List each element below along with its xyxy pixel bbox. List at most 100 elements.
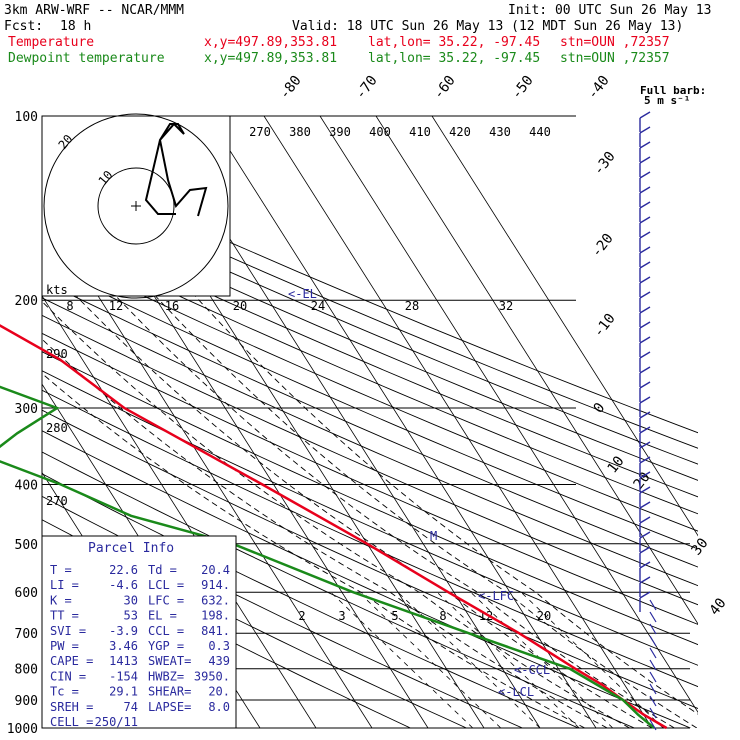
- parcel-value: 1413: [109, 654, 138, 668]
- temp-legend-latlon: lat,lon= 35.22, -97.45: [368, 35, 540, 50]
- hodo-ring-10: [97, 167, 175, 245]
- barb-flag: [639, 546, 651, 554]
- parcel-key: Td =: [148, 563, 177, 577]
- dew-legend-name: Dewpoint temperature: [8, 51, 165, 66]
- barb-flag: [639, 141, 651, 149]
- fcst-label: Fcst:: [4, 19, 43, 34]
- parcel-value: 74: [124, 700, 138, 714]
- marker-m: M: [430, 529, 437, 543]
- barb-flag: [639, 426, 651, 434]
- level-markers: <-EL <-LFC <-CCL <-LCL M: [288, 287, 550, 699]
- thetae-label: 20: [233, 299, 247, 313]
- parcel-key: YGP =: [148, 639, 184, 653]
- parcel-value: 914.: [201, 578, 230, 592]
- dry-adiabat: [42, 200, 698, 481]
- marker-label: <-EL: [288, 287, 317, 301]
- parcel-value: 198.: [201, 609, 230, 623]
- isotherm-label: 10: [605, 453, 628, 476]
- barb-flag: [639, 471, 651, 479]
- isotherm: [263, 116, 653, 728]
- barb-flag: [639, 171, 651, 179]
- barb-staff: [649, 599, 657, 611]
- mixing-ratio-line: [397, 591, 541, 728]
- parcel-key: T =: [50, 563, 72, 577]
- pressure-label: 400: [15, 478, 38, 493]
- marker-label: <-LCL: [498, 685, 534, 699]
- parcel-key: LAPSE=: [148, 700, 191, 714]
- theta-label: 270: [249, 125, 271, 139]
- barb-flag: [639, 201, 651, 209]
- barb-flag: [639, 531, 651, 539]
- temp-legend-name: Temperature: [8, 35, 94, 50]
- marker-label: <-CCL: [514, 663, 550, 677]
- temp-legend-xy: x,y=497.89,353.81: [204, 35, 337, 50]
- parcel-value: 22.6: [109, 563, 138, 577]
- dew-legend-latlon: lat,lon= 35.22, -97.45: [368, 51, 540, 66]
- parcel-key: LFC =: [148, 593, 184, 607]
- mixing-ratio-label: 20: [537, 609, 551, 623]
- mixing-ratio-line: [330, 591, 474, 728]
- dry-adiabat: [42, 231, 698, 515]
- barb-flag: [639, 366, 651, 374]
- hodo-trace: [144, 122, 208, 217]
- theta-label: 430: [489, 125, 511, 139]
- parcel-value: 8.0: [208, 700, 230, 714]
- barb-flag: [639, 561, 651, 569]
- isotherm-label: 0: [591, 400, 609, 416]
- barb-flag: [639, 501, 651, 509]
- parcel-key: LI =: [50, 578, 79, 592]
- dry-adiabat: [42, 409, 698, 710]
- parcel-value: -154: [109, 669, 138, 683]
- barb-flag: [639, 456, 651, 464]
- sounding-series: [0, 324, 668, 730]
- parcel-value: 3950.: [194, 669, 230, 683]
- mixing-ratio-line: [358, 591, 502, 728]
- isotherm-label: -70: [353, 73, 381, 103]
- theta-label: 380: [289, 125, 311, 139]
- isotherm-label: -10: [591, 311, 619, 341]
- parcel-value: 30: [124, 593, 138, 607]
- dewpoint-line: [0, 385, 655, 729]
- model-title: 3km ARW-WRF -- NCAR/MMM: [4, 3, 184, 18]
- barb-staff: [649, 611, 657, 623]
- dry-adiabat: [42, 215, 698, 498]
- mixing-ratio-label: 2: [298, 609, 305, 623]
- theta-label: 410: [409, 125, 431, 139]
- parcel-key: TT =: [50, 609, 79, 623]
- barb-staff: [649, 671, 657, 683]
- mixing-ratio-line: [520, 591, 664, 728]
- thetae-label: 8: [66, 299, 73, 313]
- barb-staff: [649, 635, 657, 647]
- parcel-value: 20.: [208, 685, 230, 699]
- init-time: Init: 00 UTC Sun 26 May 13: [508, 3, 712, 18]
- parcel-value: -3.9: [109, 624, 138, 638]
- theta-label: 390: [329, 125, 351, 139]
- isotherm-label: 30: [689, 535, 712, 558]
- mixing-ratio-label: 5: [391, 609, 398, 623]
- valid-time: Valid: 18 UTC Sun 26 May 13 (12 MDT Sun …: [292, 19, 683, 34]
- barb-flag: [639, 321, 651, 329]
- thetae-label: 28: [405, 299, 419, 313]
- parcel-key: PW =: [50, 639, 79, 653]
- barb-flag: [639, 576, 651, 584]
- parcel-title: Parcel Info: [88, 541, 174, 556]
- parcel-key: CAPE =: [50, 654, 93, 668]
- pressure-label: 200: [15, 294, 38, 309]
- theta-left-label: 280: [46, 421, 68, 435]
- barb-flag: [639, 351, 651, 359]
- parcel-key: LCL =: [148, 578, 184, 592]
- moist-adiabat: [133, 271, 698, 728]
- parcel-key: K =: [50, 593, 72, 607]
- dry-adiabat: [42, 156, 698, 434]
- temp-legend-stn: stn=OUN ,72357: [560, 35, 670, 50]
- dry-adiabat: [42, 430, 691, 728]
- parcel-key: CCL =: [148, 624, 184, 638]
- parcel-key: Tc =: [50, 685, 79, 699]
- pressure-label: 600: [15, 586, 38, 601]
- parcel-value: 0.3: [208, 639, 230, 653]
- barb-staff: [649, 623, 657, 635]
- parcel-key: SWEAT=: [148, 654, 191, 668]
- hodo-kts-label: kts: [46, 283, 68, 297]
